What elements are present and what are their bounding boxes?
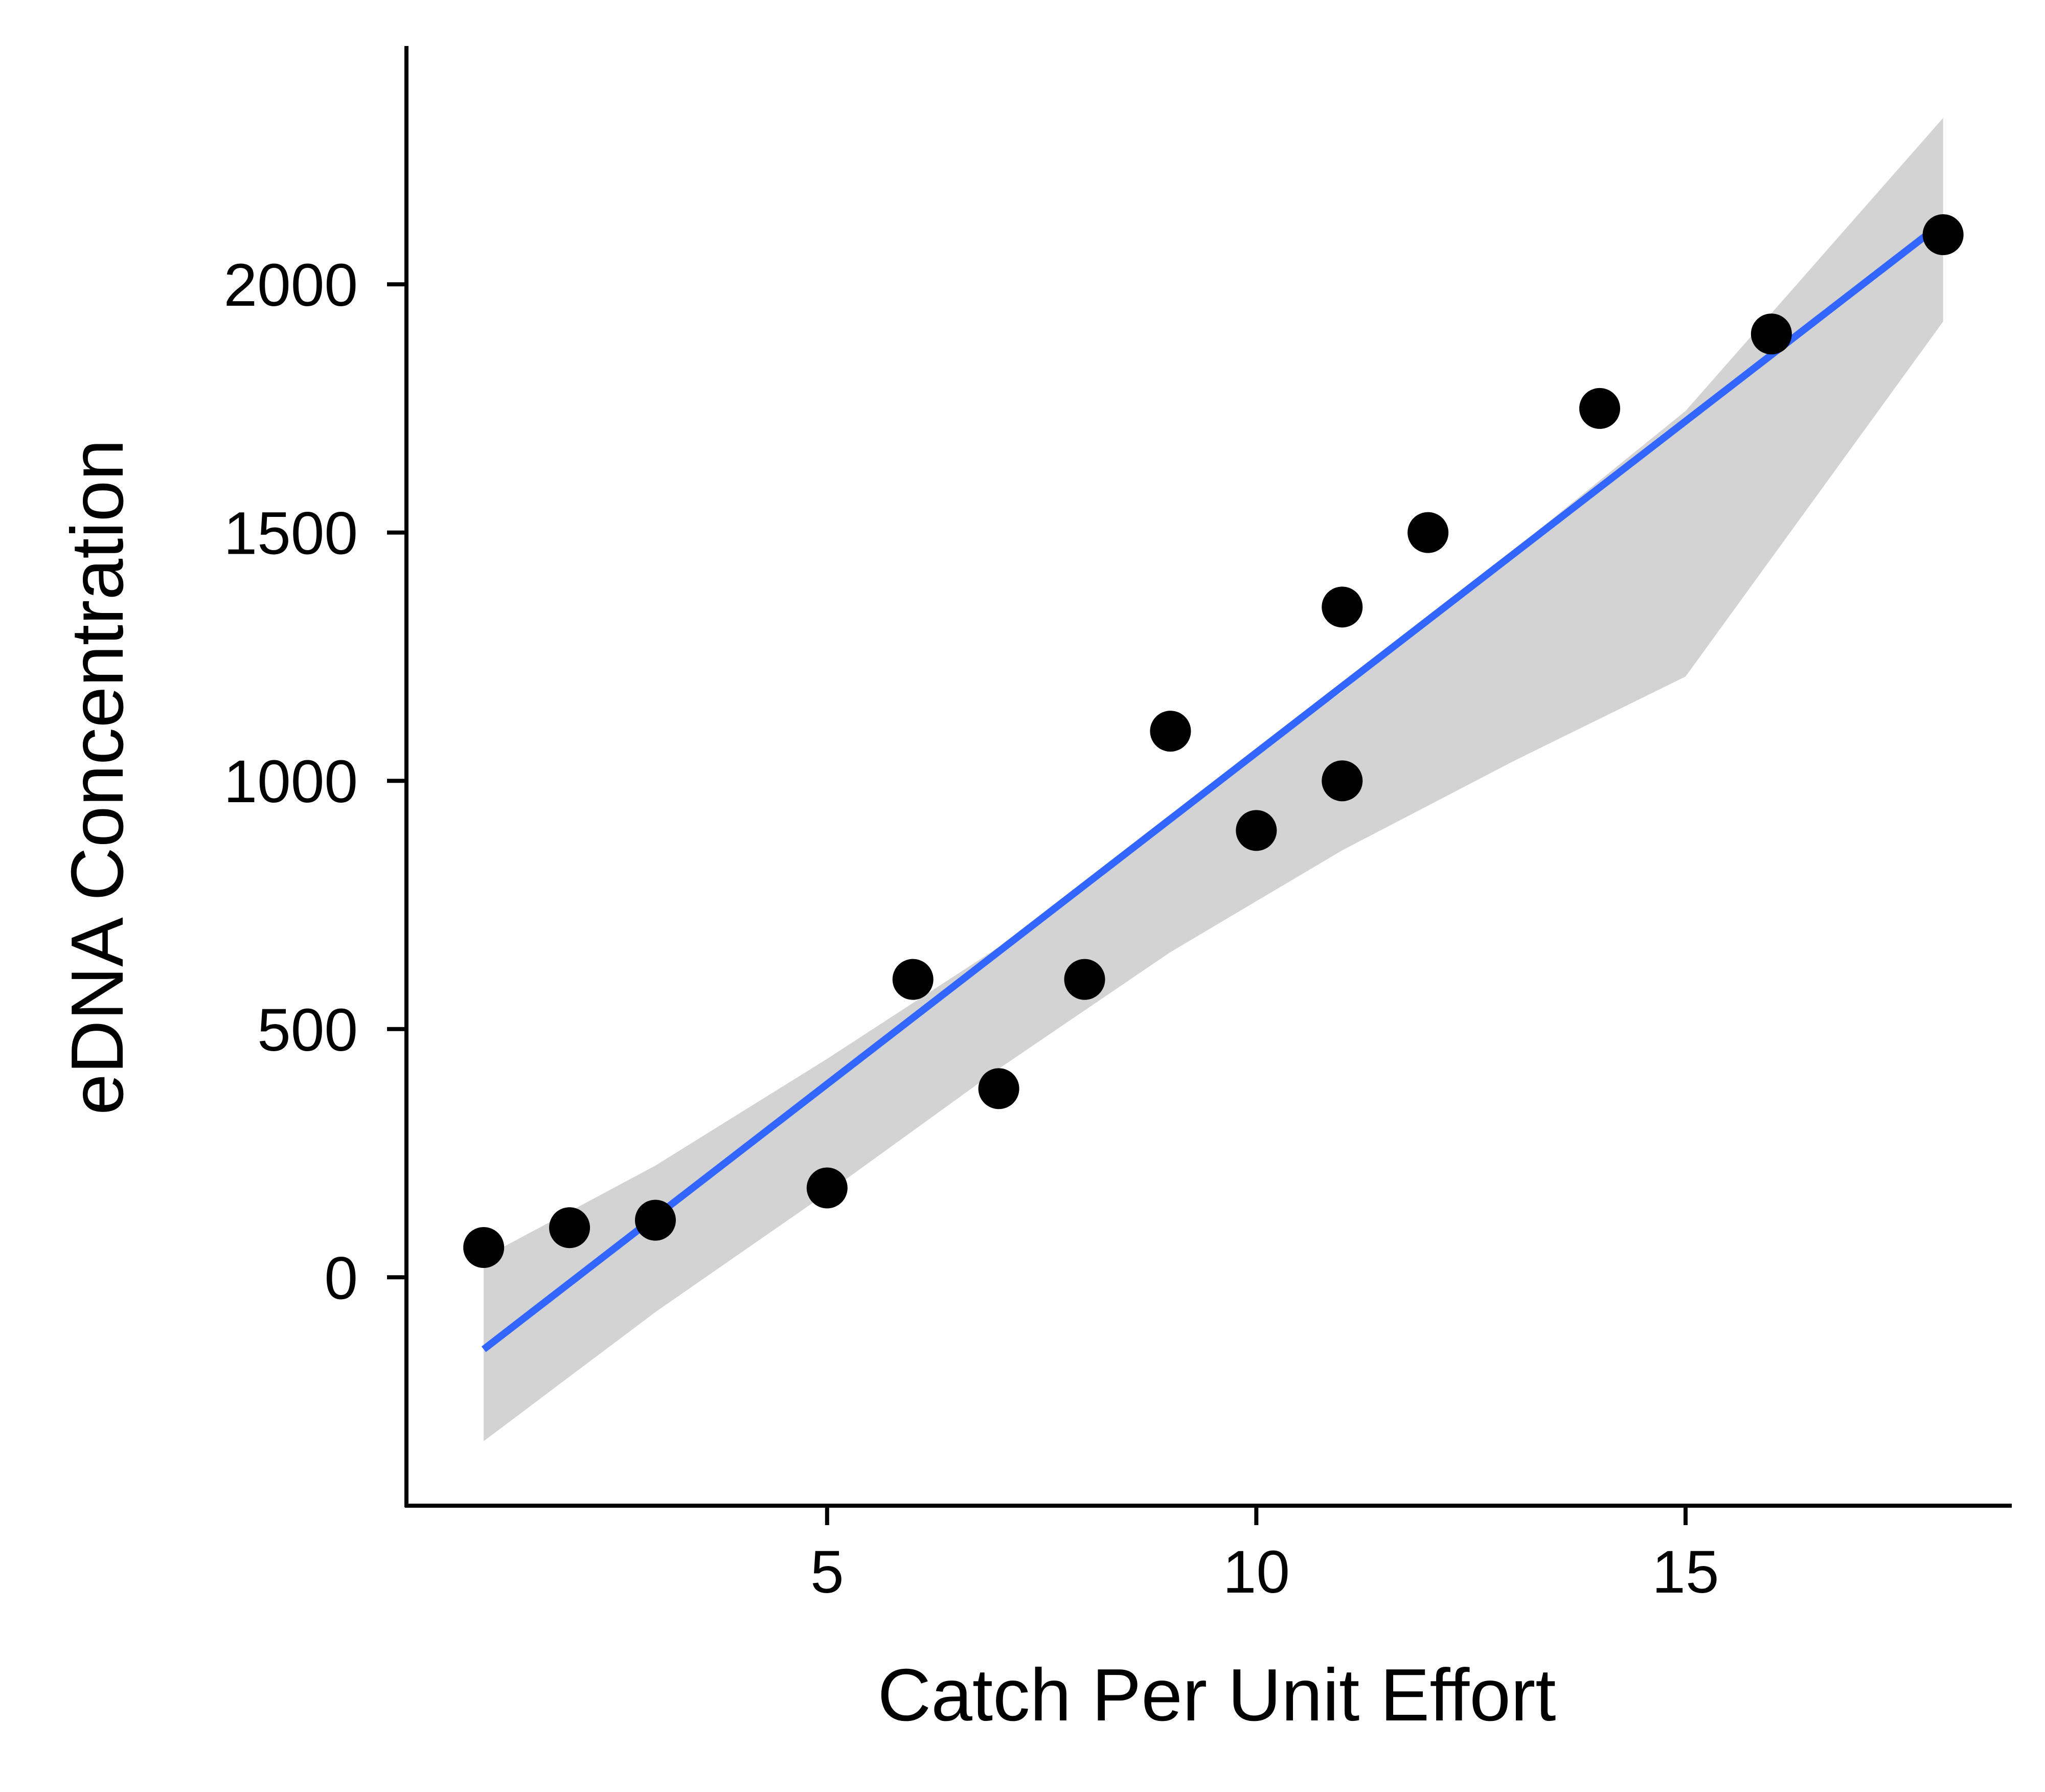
data-point: [1407, 512, 1449, 553]
data-point: [1579, 388, 1621, 429]
x-tick-label: 10: [1223, 1538, 1290, 1606]
data-point: [1922, 214, 1964, 256]
axes-layer: [387, 46, 2012, 1525]
y-tick-label: 1000: [223, 748, 358, 815]
x-tick-label: 15: [1652, 1538, 1719, 1606]
regression-line: [481, 219, 1945, 1352]
labels-layer: Catch Per Unit Effort eDNA Concentration…: [56, 252, 1719, 1736]
data-point: [1322, 760, 1363, 802]
data-point: [463, 1227, 505, 1268]
data-point: [549, 1207, 590, 1249]
y-tick-label: 1500: [223, 500, 358, 568]
data-point: [634, 1199, 676, 1241]
fit-line-layer: [481, 219, 1945, 1352]
y-axis-title: eDNA Concentration: [56, 439, 139, 1115]
data-point: [1322, 586, 1363, 628]
x-tick-label: 5: [810, 1538, 844, 1606]
data-point: [1150, 711, 1191, 752]
data-point: [978, 1068, 1019, 1109]
data-point: [1064, 959, 1105, 1000]
data-point: [892, 959, 934, 1000]
y-tick-label: 2000: [223, 252, 358, 319]
y-tick-label: 500: [257, 996, 358, 1064]
y-tick-label: 0: [324, 1244, 358, 1312]
confidence-band-layer: [484, 118, 1943, 1441]
x-axis-title: Catch Per Unit Effort: [877, 1653, 1556, 1736]
data-point: [1236, 810, 1277, 851]
data-points-layer: [463, 214, 1964, 1268]
data-point: [806, 1167, 848, 1209]
confidence-band: [484, 118, 1943, 1441]
data-point: [1751, 313, 1792, 355]
